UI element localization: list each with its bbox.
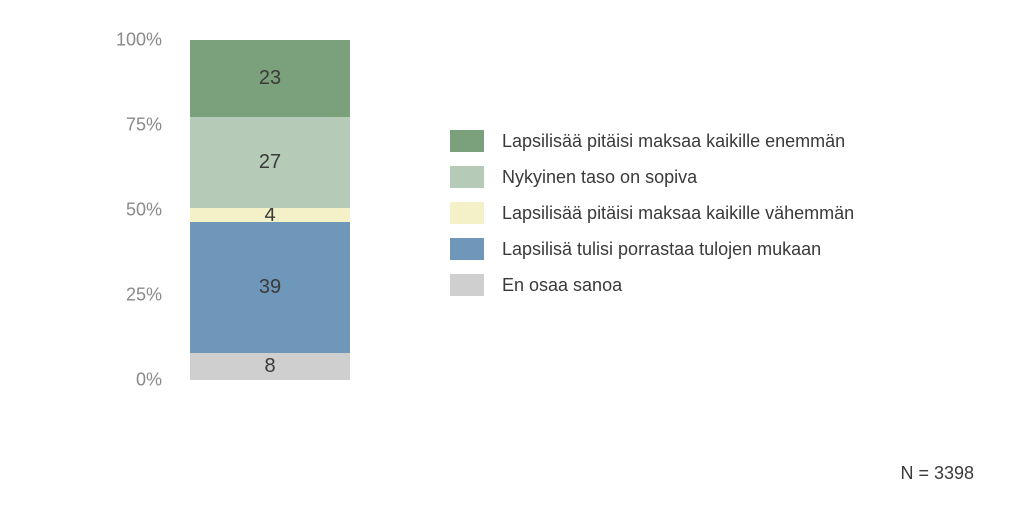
legend-swatch-3 [450,238,484,260]
y-tick-25: 25% [102,285,162,306]
legend-item-0: Lapsilisää pitäisi maksaa kaikille enemm… [450,130,854,152]
legend-item-3: Lapsilisä tulisi porrastaa tulojen mukaa… [450,238,854,260]
bar-segment-1: 27 [190,117,350,208]
bar-segment-2: 4 [190,208,350,221]
bar-segment-value-3: 39 [259,276,281,299]
y-tick-100: 100% [102,30,162,51]
legend-label-3: Lapsilisä tulisi porrastaa tulojen mukaa… [502,239,821,260]
y-tick-50: 50% [102,200,162,221]
y-axis: 100% 75% 50% 25% 0% [100,40,170,380]
legend-label-2: Lapsilisää pitäisi maksaa kaikille vähem… [502,203,854,224]
bar-column: 8 39 4 27 23 [190,40,350,380]
bar-segment-value-0: 23 [259,67,281,90]
bar-segment-value-1: 27 [259,151,281,174]
legend-item-2: Lapsilisää pitäisi maksaa kaikille vähem… [450,202,854,224]
stacked-bar-chart: 100% 75% 50% 25% 0% 83942723 [100,40,340,380]
bar-segment-3: 39 [190,222,350,353]
y-tick-75: 75% [102,115,162,136]
legend-swatch-0 [450,130,484,152]
legend-swatch-4 [450,274,484,296]
legend-item-1: Nykyinen taso on sopiva [450,166,854,188]
sample-size-label: N = 3398 [900,463,974,484]
bar-segment-0: 23 [190,40,350,117]
legend-item-4: En osaa sanoa [450,274,854,296]
legend: Lapsilisää pitäisi maksaa kaikille enemm… [450,130,854,310]
legend-label-1: Nykyinen taso on sopiva [502,167,697,188]
y-tick-0: 0% [102,370,162,391]
bar-segment-4: 8 [190,353,350,380]
legend-label-0: Lapsilisää pitäisi maksaa kaikille enemm… [502,131,845,152]
legend-swatch-1 [450,166,484,188]
bar-segment-value-4: 8 [264,355,275,378]
legend-label-4: En osaa sanoa [502,275,622,296]
legend-swatch-2 [450,202,484,224]
